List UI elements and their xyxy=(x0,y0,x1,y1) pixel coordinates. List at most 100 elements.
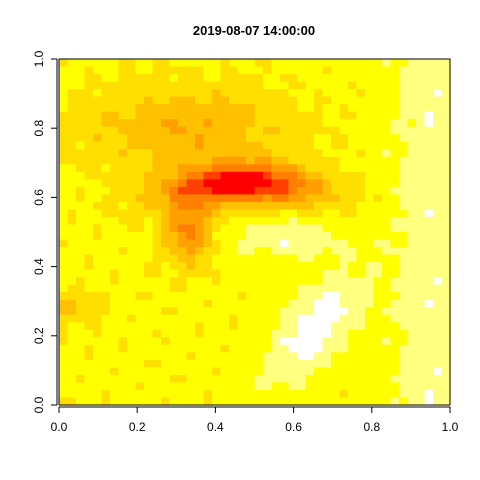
heatmap-cell xyxy=(433,344,443,353)
heatmap-cell xyxy=(186,74,196,83)
heatmap-cell xyxy=(220,247,230,256)
heatmap-cell xyxy=(407,382,417,391)
heatmap-cell xyxy=(118,74,128,83)
heatmap-cell xyxy=(365,209,375,218)
heatmap-cell xyxy=(212,164,222,173)
heatmap-cell xyxy=(254,171,264,180)
heatmap-cell xyxy=(382,81,392,90)
heatmap-cell xyxy=(186,232,196,241)
heatmap-cell xyxy=(433,352,443,361)
heatmap-cell xyxy=(390,269,400,278)
heatmap-cell xyxy=(127,262,137,271)
heatmap-cell xyxy=(356,149,366,158)
heatmap-cell xyxy=(161,66,171,75)
heatmap-cell xyxy=(67,359,77,368)
heatmap-cell xyxy=(118,209,128,218)
x-axis: 0.0 0.2 0.4 0.6 0.8 1.0 xyxy=(51,406,459,434)
heatmap-cell xyxy=(322,111,332,120)
heatmap-cell xyxy=(297,74,307,83)
heatmap-cell xyxy=(322,352,332,361)
heatmap-cell xyxy=(382,209,392,218)
heatmap-cell xyxy=(441,119,451,128)
heatmap-cell xyxy=(305,299,315,308)
heatmap-cell xyxy=(144,314,154,323)
heatmap-cell xyxy=(93,254,103,263)
heatmap-cell xyxy=(433,186,443,195)
heatmap-cell xyxy=(220,156,230,165)
heatmap-cell xyxy=(339,111,349,120)
heatmap-cell xyxy=(305,81,315,90)
heatmap-cell xyxy=(135,104,145,113)
heatmap-cell xyxy=(67,314,77,323)
heatmap-cell xyxy=(84,89,94,98)
heatmap-cell xyxy=(407,224,417,233)
heatmap-cell xyxy=(416,186,426,195)
heatmap-cell xyxy=(305,111,315,120)
heatmap-cell xyxy=(161,239,171,248)
heatmap-cell xyxy=(178,134,188,143)
heatmap-cell xyxy=(135,66,145,75)
heatmap-cell xyxy=(203,389,213,399)
heatmap-cell xyxy=(220,66,230,75)
heatmap-cell xyxy=(237,254,247,263)
heatmap-cell xyxy=(339,397,349,406)
heatmap-cell xyxy=(212,81,222,90)
heatmap-cell xyxy=(373,119,383,128)
heatmap-cell xyxy=(305,74,315,83)
heatmap-cell xyxy=(76,292,86,301)
heatmap-cell xyxy=(178,216,188,226)
heatmap-cell xyxy=(263,292,273,301)
heatmap-cell xyxy=(348,111,358,120)
heatmap-cell xyxy=(263,277,273,286)
heatmap-cell xyxy=(288,66,298,75)
heatmap-cell xyxy=(390,59,400,68)
heatmap-cell xyxy=(67,201,77,211)
heatmap-cell xyxy=(118,284,128,293)
heatmap-cell xyxy=(441,239,451,248)
heatmap-cell xyxy=(339,209,349,218)
heatmap-cell xyxy=(169,247,179,256)
heatmap-cell xyxy=(339,269,349,278)
heatmap-cell xyxy=(322,292,332,301)
heatmap-cell xyxy=(220,119,230,128)
heatmap-cell xyxy=(195,119,205,128)
heatmap-cell xyxy=(254,344,264,353)
heatmap-cell xyxy=(271,89,281,98)
heatmap-cell xyxy=(93,126,103,135)
heatmap-cell xyxy=(237,299,247,308)
heatmap-cell xyxy=(186,119,196,128)
heatmap-cell xyxy=(76,314,86,323)
heatmap-cell xyxy=(322,224,332,233)
heatmap-cell xyxy=(271,224,281,233)
heatmap-cell xyxy=(110,232,120,241)
heatmap-cell xyxy=(399,96,409,105)
heatmap-cell xyxy=(135,292,145,301)
heatmap-cell xyxy=(365,337,375,346)
heatmap-cell xyxy=(263,59,273,68)
heatmap-cell xyxy=(424,74,434,83)
heatmap-cell xyxy=(220,344,230,353)
heatmap-cell xyxy=(322,96,332,105)
heatmap-cell xyxy=(254,262,264,271)
heatmap-cell xyxy=(331,171,341,180)
heatmap-cell xyxy=(67,352,77,361)
heatmap-cell xyxy=(169,156,179,165)
heatmap-cell xyxy=(382,337,392,346)
heatmap-cell xyxy=(339,89,349,98)
heatmap-cell xyxy=(424,397,434,406)
x-tick-label: 0.0 xyxy=(51,420,68,434)
heatmap-cell xyxy=(433,322,443,331)
heatmap-cell xyxy=(101,307,111,316)
heatmap-cell xyxy=(237,397,247,406)
heatmap-cell xyxy=(195,262,205,271)
heatmap-cell xyxy=(314,232,324,241)
heatmap-cell xyxy=(339,307,349,316)
heatmap-cell xyxy=(280,389,290,399)
heatmap-cell xyxy=(135,134,145,143)
heatmap-cell xyxy=(356,284,366,293)
heatmap-cell xyxy=(254,389,264,399)
x-tick-label: 0.6 xyxy=(285,420,302,434)
heatmap-cell xyxy=(399,247,409,256)
heatmap-cell xyxy=(407,284,417,293)
heatmap-cell xyxy=(67,194,77,203)
